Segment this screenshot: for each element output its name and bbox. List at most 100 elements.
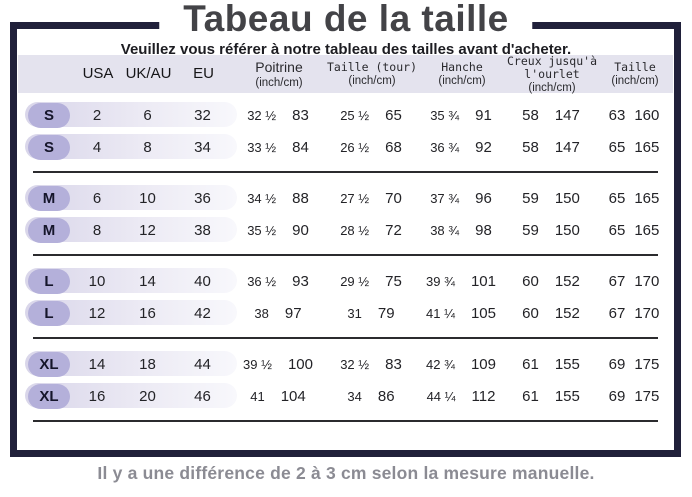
cell-poitrine-inch: 36 ½ — [247, 273, 277, 289]
cell-taille-tour-cm: 75 — [385, 272, 402, 290]
cell-poitrine-cm: 84 — [292, 138, 309, 156]
header-taille-hauteur: Taille (inch/cm) — [598, 61, 672, 88]
cell-creux-ourlet-inch: 58 — [522, 106, 539, 124]
cell-creux-ourlet: 59 150 — [505, 222, 597, 239]
cell-taille-tour-inch: 28 ½ — [340, 222, 370, 238]
cell-taille-tour: 28 ½ 72 — [325, 222, 417, 239]
header-creux-ourlet-label: Creux jusqu'à l'ourlet — [507, 54, 598, 81]
cell-eu: 46 — [194, 387, 211, 405]
header-taille-hauteur-label: Taille — [614, 60, 656, 75]
size-badge: S — [28, 102, 70, 128]
cell-usa: 6 — [92, 189, 102, 207]
size-badge: S — [28, 134, 70, 160]
cell-poitrine-cm: 93 — [292, 272, 309, 290]
cell-taille-tour: 26 ½ 68 — [325, 139, 417, 156]
cell-poitrine-inch: 39 ½ — [243, 356, 272, 372]
cell-hanche-cm: 91 — [475, 106, 492, 124]
cell-creux-ourlet: 61 155 — [505, 356, 597, 373]
cell-taille-hauteur: 63 160 — [597, 107, 671, 124]
cell-taille-hauteur-cm: 175 — [634, 355, 660, 373]
header-hanche: Hanche (inch/cm) — [418, 61, 506, 88]
size-badge: XL — [28, 351, 70, 377]
cell-uk-au: 16 — [139, 304, 156, 322]
header-poitrine-unit: (inch/cm) — [255, 76, 303, 89]
table-row: XL 14 18 44 39 ½ 100 32 ½ 83 42 ¾ 109 61 155 69 175 — [17, 351, 674, 377]
cell-creux-ourlet: 58 147 — [505, 139, 597, 156]
cell-size: XL — [17, 383, 73, 409]
cell-taille-tour-cm: 65 — [385, 106, 402, 124]
cell-taille-tour: 29 ½ 75 — [325, 273, 417, 290]
cell-hanche-inch: 39 ¾ — [426, 273, 455, 289]
table-row: L 10 14 40 36 ½ 93 29 ½ 75 39 ¾ 101 60 152 67 170 — [17, 268, 674, 294]
size-group: XL 14 18 44 39 ½ 100 32 ½ 83 42 ¾ 109 61 155 69 175 XL… — [17, 342, 674, 418]
cell-size: L — [17, 268, 73, 294]
group-divider — [33, 171, 658, 173]
header-taille-tour: Taille (tour) (inch/cm) — [326, 61, 418, 88]
cell-taille-tour-cm: 79 — [377, 304, 395, 322]
table-body: S 2 6 32 32 ½ 83 25 ½ 65 35 ¾ 91 58 147 63 160 S 4 8 34 33… — [17, 93, 674, 422]
cell-hanche: 39 ¾ 101 — [417, 273, 505, 290]
chart-frame: USA UK/AU EU Poitrine (inch/cm) Taille (… — [10, 22, 681, 457]
cell-taille-hauteur: 69 175 — [597, 388, 671, 405]
header-eu-label: EU — [193, 65, 214, 83]
cell-taille-tour-inch: 29 ½ — [340, 273, 370, 289]
size-badge: L — [28, 268, 70, 294]
cell-usa: 10 — [88, 272, 106, 290]
header-hanche-label: Hanche — [441, 60, 483, 75]
size-badge: L — [28, 300, 70, 326]
size-badge: M — [28, 185, 70, 211]
cell-hanche-cm: 112 — [471, 387, 496, 405]
cell-usa: 12 — [88, 304, 106, 322]
cell-creux-ourlet-cm: 147 — [554, 106, 580, 124]
cell-eu: 38 — [194, 221, 211, 239]
cell-eu: 44 — [194, 355, 211, 373]
cell-size: XL — [17, 351, 73, 377]
group-divider — [33, 337, 658, 339]
cell-usa: 8 — [92, 221, 102, 239]
cell-creux-ourlet: 58 147 — [505, 107, 597, 124]
table-row: XL 16 20 46 41 104 34 86 44 ¼ 112 61 155 69 175 — [17, 383, 674, 409]
chart-frame-inner: USA UK/AU EU Poitrine (inch/cm) Taille (… — [17, 29, 674, 450]
cell-poitrine-inch: 35 ½ — [247, 222, 277, 238]
footer-note: Il y a une différence de 2 à 3 cm selon … — [97, 463, 595, 483]
cell-hanche-inch: 44 ¼ — [426, 388, 456, 404]
cell-taille-hauteur-inch: 65 — [608, 138, 626, 156]
cell-taille-tour: 31 79 — [325, 305, 417, 322]
cell-creux-ourlet-cm: 147 — [554, 138, 580, 156]
cell-eu: 34 — [194, 138, 211, 156]
cell-size: S — [17, 134, 73, 160]
cell-creux-ourlet: 61 155 — [505, 388, 597, 405]
cell-uk-au: 6 — [143, 106, 152, 124]
cell-hanche: 41 ¼ 105 — [417, 305, 505, 322]
cell-creux-ourlet-cm: 152 — [554, 272, 580, 290]
header-eu: EU — [175, 66, 232, 83]
cell-taille-hauteur: 69 175 — [597, 356, 671, 373]
cell-taille-tour: 32 ½ 83 — [325, 356, 417, 373]
cell-taille-hauteur: 67 170 — [597, 273, 671, 290]
cell-taille-tour-inch: 25 ½ — [340, 107, 370, 123]
cell-poitrine-inch: 32 ½ — [247, 107, 277, 123]
cell-poitrine: 41 104 — [231, 388, 325, 405]
size-badge: M — [28, 217, 70, 243]
cell-hanche-inch: 42 ¾ — [426, 356, 455, 372]
cell-taille-hauteur: 67 170 — [597, 305, 671, 322]
header-uk-au-label: UK/AU — [125, 65, 172, 83]
table-header-row: USA UK/AU EU Poitrine (inch/cm) Taille (… — [18, 54, 673, 94]
cell-eu: 32 — [194, 106, 211, 124]
cell-taille-hauteur-inch: 65 — [608, 221, 626, 239]
cell-taille-hauteur-inch: 69 — [608, 387, 626, 405]
cell-creux-ourlet: 60 152 — [505, 305, 597, 322]
cell-poitrine-inch: 41 — [250, 388, 265, 404]
cell-taille-hauteur-cm: 160 — [634, 106, 660, 124]
cell-poitrine: 35 ½ 90 — [231, 222, 325, 239]
cell-uk-au: 10 — [139, 189, 156, 207]
table-row: S 4 8 34 33 ½ 84 26 ½ 68 36 ¾ 92 58 147 65 165 — [17, 134, 674, 160]
cell-size: M — [17, 217, 73, 243]
header-poitrine: Poitrine (inch/cm) — [232, 59, 326, 90]
size-group: L 10 14 40 36 ½ 93 29 ½ 75 39 ¾ 101 60 152 67 170 L 12 1… — [17, 259, 674, 335]
table-row: L 12 16 42 38 97 31 79 41 ¼ 105 60 152 67 170 — [17, 300, 674, 326]
page-subtitle: Veuillez vous référer à notre tableau de… — [120, 41, 572, 58]
cell-taille-hauteur-inch: 63 — [608, 106, 626, 124]
cell-poitrine: 38 97 — [231, 305, 325, 322]
